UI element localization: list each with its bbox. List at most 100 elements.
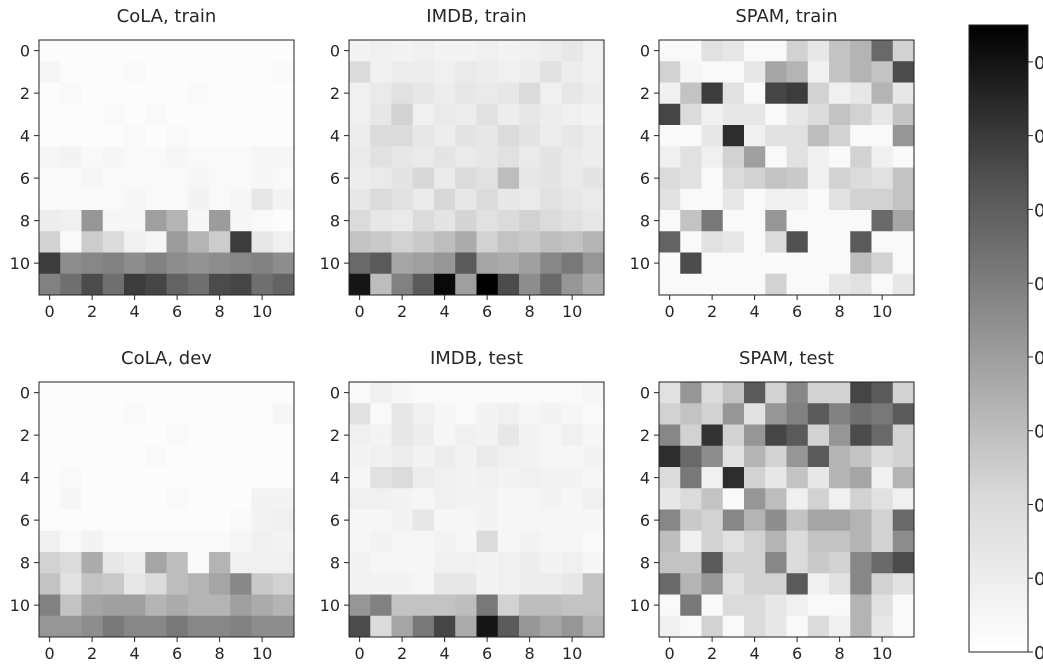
heatmap-cell — [102, 573, 125, 595]
heatmap-cell — [349, 231, 371, 253]
heatmap-cell — [519, 82, 541, 105]
heatmap-cell — [391, 615, 414, 638]
heatmap-cell — [209, 509, 231, 532]
heatmap-cell — [209, 125, 231, 147]
heatmap-cell — [349, 167, 371, 190]
heatmap-cell — [701, 509, 724, 532]
heatmap-cell — [370, 273, 392, 296]
heatmap-cell — [701, 424, 724, 447]
heatmap-cell — [370, 530, 392, 553]
heatmap-cell — [582, 488, 605, 510]
heatmap-cell — [209, 103, 231, 126]
heatmap-cell — [39, 382, 61, 404]
heatmap-cell — [370, 467, 392, 489]
heatmap-cell — [272, 403, 295, 425]
heatmap-cell — [476, 167, 499, 190]
x-tick-label: 2 — [87, 644, 97, 663]
heatmap-cell — [209, 167, 231, 190]
heatmap-cell — [412, 488, 435, 510]
heatmap-cell — [476, 424, 499, 447]
heatmap-cell — [519, 382, 541, 404]
heatmap-cell — [850, 615, 872, 638]
heatmap-cell — [680, 146, 702, 168]
heatmap-cell — [124, 61, 146, 83]
heatmap-cell — [230, 573, 252, 595]
heatmap-cell — [391, 210, 414, 232]
heatmap-cell — [145, 467, 167, 489]
heatmap-cell — [349, 40, 371, 62]
heatmap-cell — [102, 615, 125, 638]
heatmap-cell — [187, 252, 210, 275]
y-tick-label: 10 — [10, 596, 30, 615]
heatmap-cell — [455, 382, 477, 404]
heatmap-cell — [765, 252, 787, 275]
heatmap-cell — [497, 594, 520, 617]
heatmap-cell — [659, 382, 681, 404]
heatmap-cell — [251, 252, 274, 275]
heatmap-cell — [251, 509, 274, 532]
heatmap-cell — [582, 167, 605, 190]
heatmap-cell — [892, 210, 915, 232]
heatmap-cell — [829, 467, 851, 489]
heatmap-cell — [349, 467, 371, 489]
heatmap-cell — [582, 82, 605, 105]
heatmap-cell — [829, 40, 851, 62]
heatmap-cell — [251, 488, 274, 510]
heatmap-cell — [455, 467, 477, 489]
heatmap-cell — [370, 61, 392, 83]
heatmap-cell — [251, 445, 274, 468]
heatmap-cell — [701, 82, 724, 105]
heatmap-cell — [892, 488, 915, 510]
heatmap-cell — [582, 530, 605, 553]
heatmap-cell — [145, 125, 167, 147]
heatmap-cell — [519, 273, 541, 296]
y-tick-label: 2 — [330, 84, 340, 103]
heatmap-cell — [455, 273, 477, 296]
heatmap-cell — [60, 40, 82, 62]
x-tick-label: 2 — [707, 644, 717, 663]
heatmap-cell — [582, 467, 605, 489]
heatmap-cell — [272, 125, 295, 147]
heatmap-cell — [765, 530, 787, 553]
heatmap-cell — [349, 573, 371, 595]
heatmap-cell — [455, 231, 477, 253]
heatmap-cell — [519, 594, 541, 617]
heatmap-cell — [81, 424, 104, 447]
heatmap-cell — [145, 188, 167, 211]
panel-frame — [38, 381, 295, 638]
heatmap-cell — [272, 573, 295, 595]
heatmap-cell — [272, 594, 295, 617]
heatmap-cell — [455, 210, 477, 232]
heatmap-cell — [807, 82, 830, 105]
heatmap-cell — [412, 382, 435, 404]
heatmap-cell — [829, 231, 851, 253]
heatmap-cell — [476, 382, 499, 404]
heatmap-cell — [850, 530, 872, 553]
heatmap-cell — [561, 273, 584, 296]
heatmap-cell — [455, 61, 477, 83]
x-tick-label: 6 — [482, 644, 492, 663]
heatmap-cell — [166, 61, 189, 83]
heatmap-cell — [166, 594, 189, 617]
heatmap-cell — [680, 509, 702, 532]
heatmap-cell — [81, 445, 104, 468]
heatmap-cell — [391, 530, 414, 553]
heatmap-cell — [871, 103, 894, 126]
heatmap-cell — [187, 488, 210, 510]
heatmap-cell — [412, 509, 435, 532]
heatmap-cell — [722, 231, 745, 253]
x-tick-label: 10 — [562, 644, 582, 663]
heatmap-cell — [744, 231, 766, 253]
heatmap-cell — [476, 40, 499, 62]
heatmap-cell — [497, 445, 520, 468]
heatmap-cell — [659, 167, 681, 190]
heatmap-cell — [434, 488, 456, 510]
heatmap-cell — [680, 188, 702, 211]
heatmap-cell — [209, 552, 231, 574]
heatmap-cell — [209, 82, 231, 105]
heatmap-cell — [892, 615, 915, 638]
heatmap-cell — [370, 252, 392, 275]
heatmap-cell — [124, 424, 146, 447]
heatmap-cell — [765, 61, 787, 83]
